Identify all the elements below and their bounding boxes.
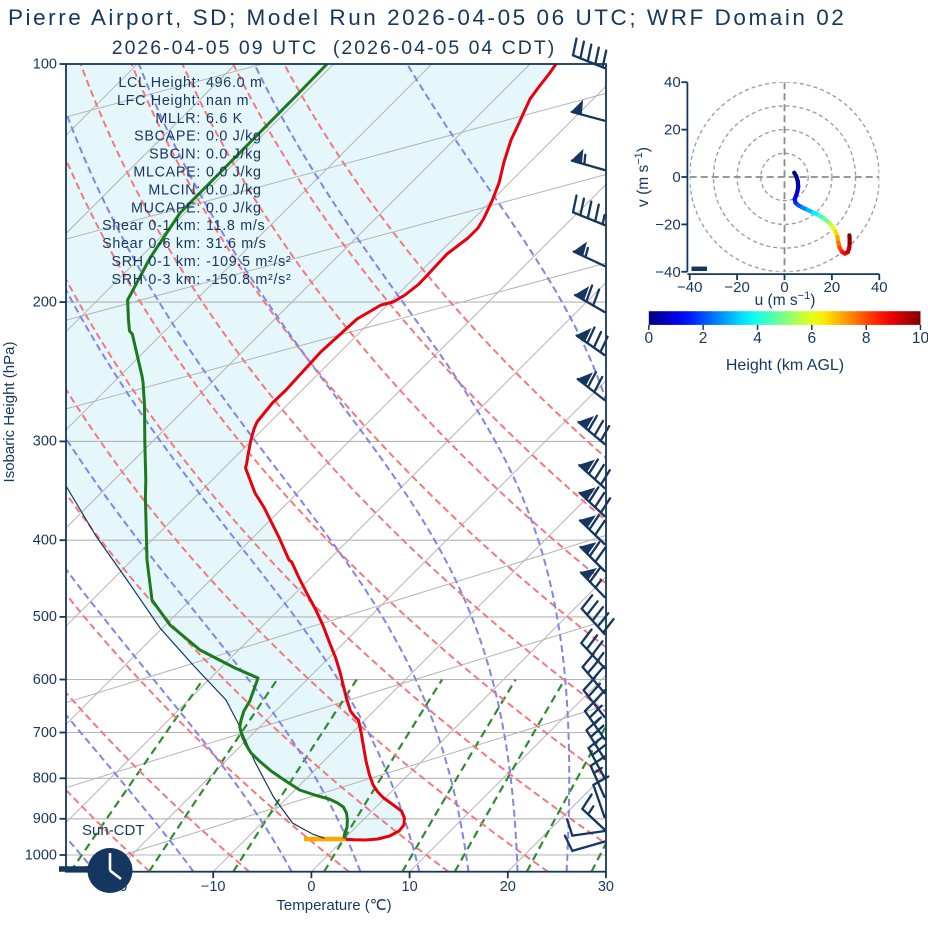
svg-text:0.0 J/kg: 0.0 J/kg [206, 129, 262, 145]
svg-text:0: 0 [307, 879, 315, 895]
svg-text:40: 40 [664, 74, 681, 91]
svg-text:MUCAPE:: MUCAPE: [131, 200, 201, 216]
svg-text:-150.8 m²/s²: -150.8 m²/s² [206, 272, 291, 288]
svg-text:30: 30 [598, 879, 614, 895]
svg-text:2: 2 [699, 330, 708, 347]
svg-text:Shear 0-1 km:: Shear 0-1 km: [102, 218, 201, 234]
svg-text:8: 8 [862, 330, 871, 347]
svg-text:20: 20 [500, 879, 516, 895]
svg-text:SRH 0-1 km:: SRH 0-1 km: [111, 254, 201, 270]
svg-text:MLLR:: MLLR: [155, 111, 201, 127]
svg-text:900: 900 [33, 811, 57, 827]
svg-text:100: 100 [33, 56, 57, 72]
svg-text:SBCAPE:: SBCAPE: [134, 129, 201, 145]
svg-text:11.8 m/s: 11.8 m/s [206, 218, 265, 234]
svg-text:MLCAPE:: MLCAPE: [133, 165, 201, 181]
svg-text:−40: −40 [677, 279, 702, 296]
svg-text:Pierre Airport, SD; Model Run: Pierre Airport, SD; Model Run 2026-04-05… [8, 5, 846, 30]
svg-text:31.6 m/s: 31.6 m/s [206, 236, 266, 252]
svg-text:Height (km AGL): Height (km AGL) [726, 357, 844, 374]
svg-text:LCL Height:: LCL Height: [118, 75, 201, 91]
svg-text:nan m: nan m [206, 93, 249, 109]
svg-text:496.0 m: 496.0 m [206, 75, 263, 91]
svg-text:200: 200 [33, 294, 57, 310]
svg-text:0.0 J/kg: 0.0 J/kg [206, 182, 262, 198]
svg-text:4: 4 [753, 330, 762, 347]
svg-text:MLCIN:: MLCIN: [148, 182, 201, 198]
svg-text:−20: −20 [724, 279, 749, 296]
svg-text:600: 600 [33, 672, 57, 688]
svg-text:Sun-CDT: Sun-CDT [82, 822, 145, 839]
svg-text:10: 10 [402, 879, 418, 895]
svg-text:20: 20 [664, 122, 681, 139]
svg-text:40: 40 [871, 279, 888, 296]
svg-text:800: 800 [33, 771, 57, 787]
svg-text:LFC Height:: LFC Height: [117, 93, 201, 109]
svg-text:2026-04-05 09 UTC (2026-04-05: 2026-04-05 09 UTC (2026-04-05 04 CDT) [112, 37, 557, 59]
svg-text:0.0 J/kg: 0.0 J/kg [206, 165, 262, 181]
svg-text:1000: 1000 [25, 847, 57, 863]
svg-text:SRH 0-3 km:: SRH 0-3 km: [111, 272, 201, 288]
svg-text:Temperature (℃): Temperature (℃) [276, 897, 391, 914]
svg-text:SBCIN:: SBCIN: [149, 147, 201, 163]
svg-text:400: 400 [33, 533, 57, 549]
svg-text:-109.5 m²/s²: -109.5 m²/s² [206, 254, 291, 270]
svg-text:0.0 J/kg: 0.0 J/kg [206, 200, 262, 216]
svg-text:700: 700 [33, 725, 57, 741]
svg-text:20: 20 [824, 279, 841, 296]
svg-text:6.6 K: 6.6 K [206, 111, 243, 127]
svg-text:0: 0 [672, 169, 680, 186]
svg-text:−10: −10 [201, 879, 226, 895]
svg-text:−40: −40 [655, 264, 680, 281]
svg-text:500: 500 [33, 609, 57, 625]
svg-text:0: 0 [644, 330, 653, 347]
svg-text:300: 300 [33, 434, 57, 450]
svg-text:10: 10 [912, 330, 928, 347]
svg-text:Isobaric Height (hPa): Isobaric Height (hPa) [1, 342, 18, 483]
svg-text:0.0 J/kg: 0.0 J/kg [206, 147, 262, 163]
svg-text:−20: −20 [655, 216, 680, 233]
svg-text:Shear 0-6 km:: Shear 0-6 km: [102, 236, 201, 252]
svg-text:6: 6 [807, 330, 816, 347]
